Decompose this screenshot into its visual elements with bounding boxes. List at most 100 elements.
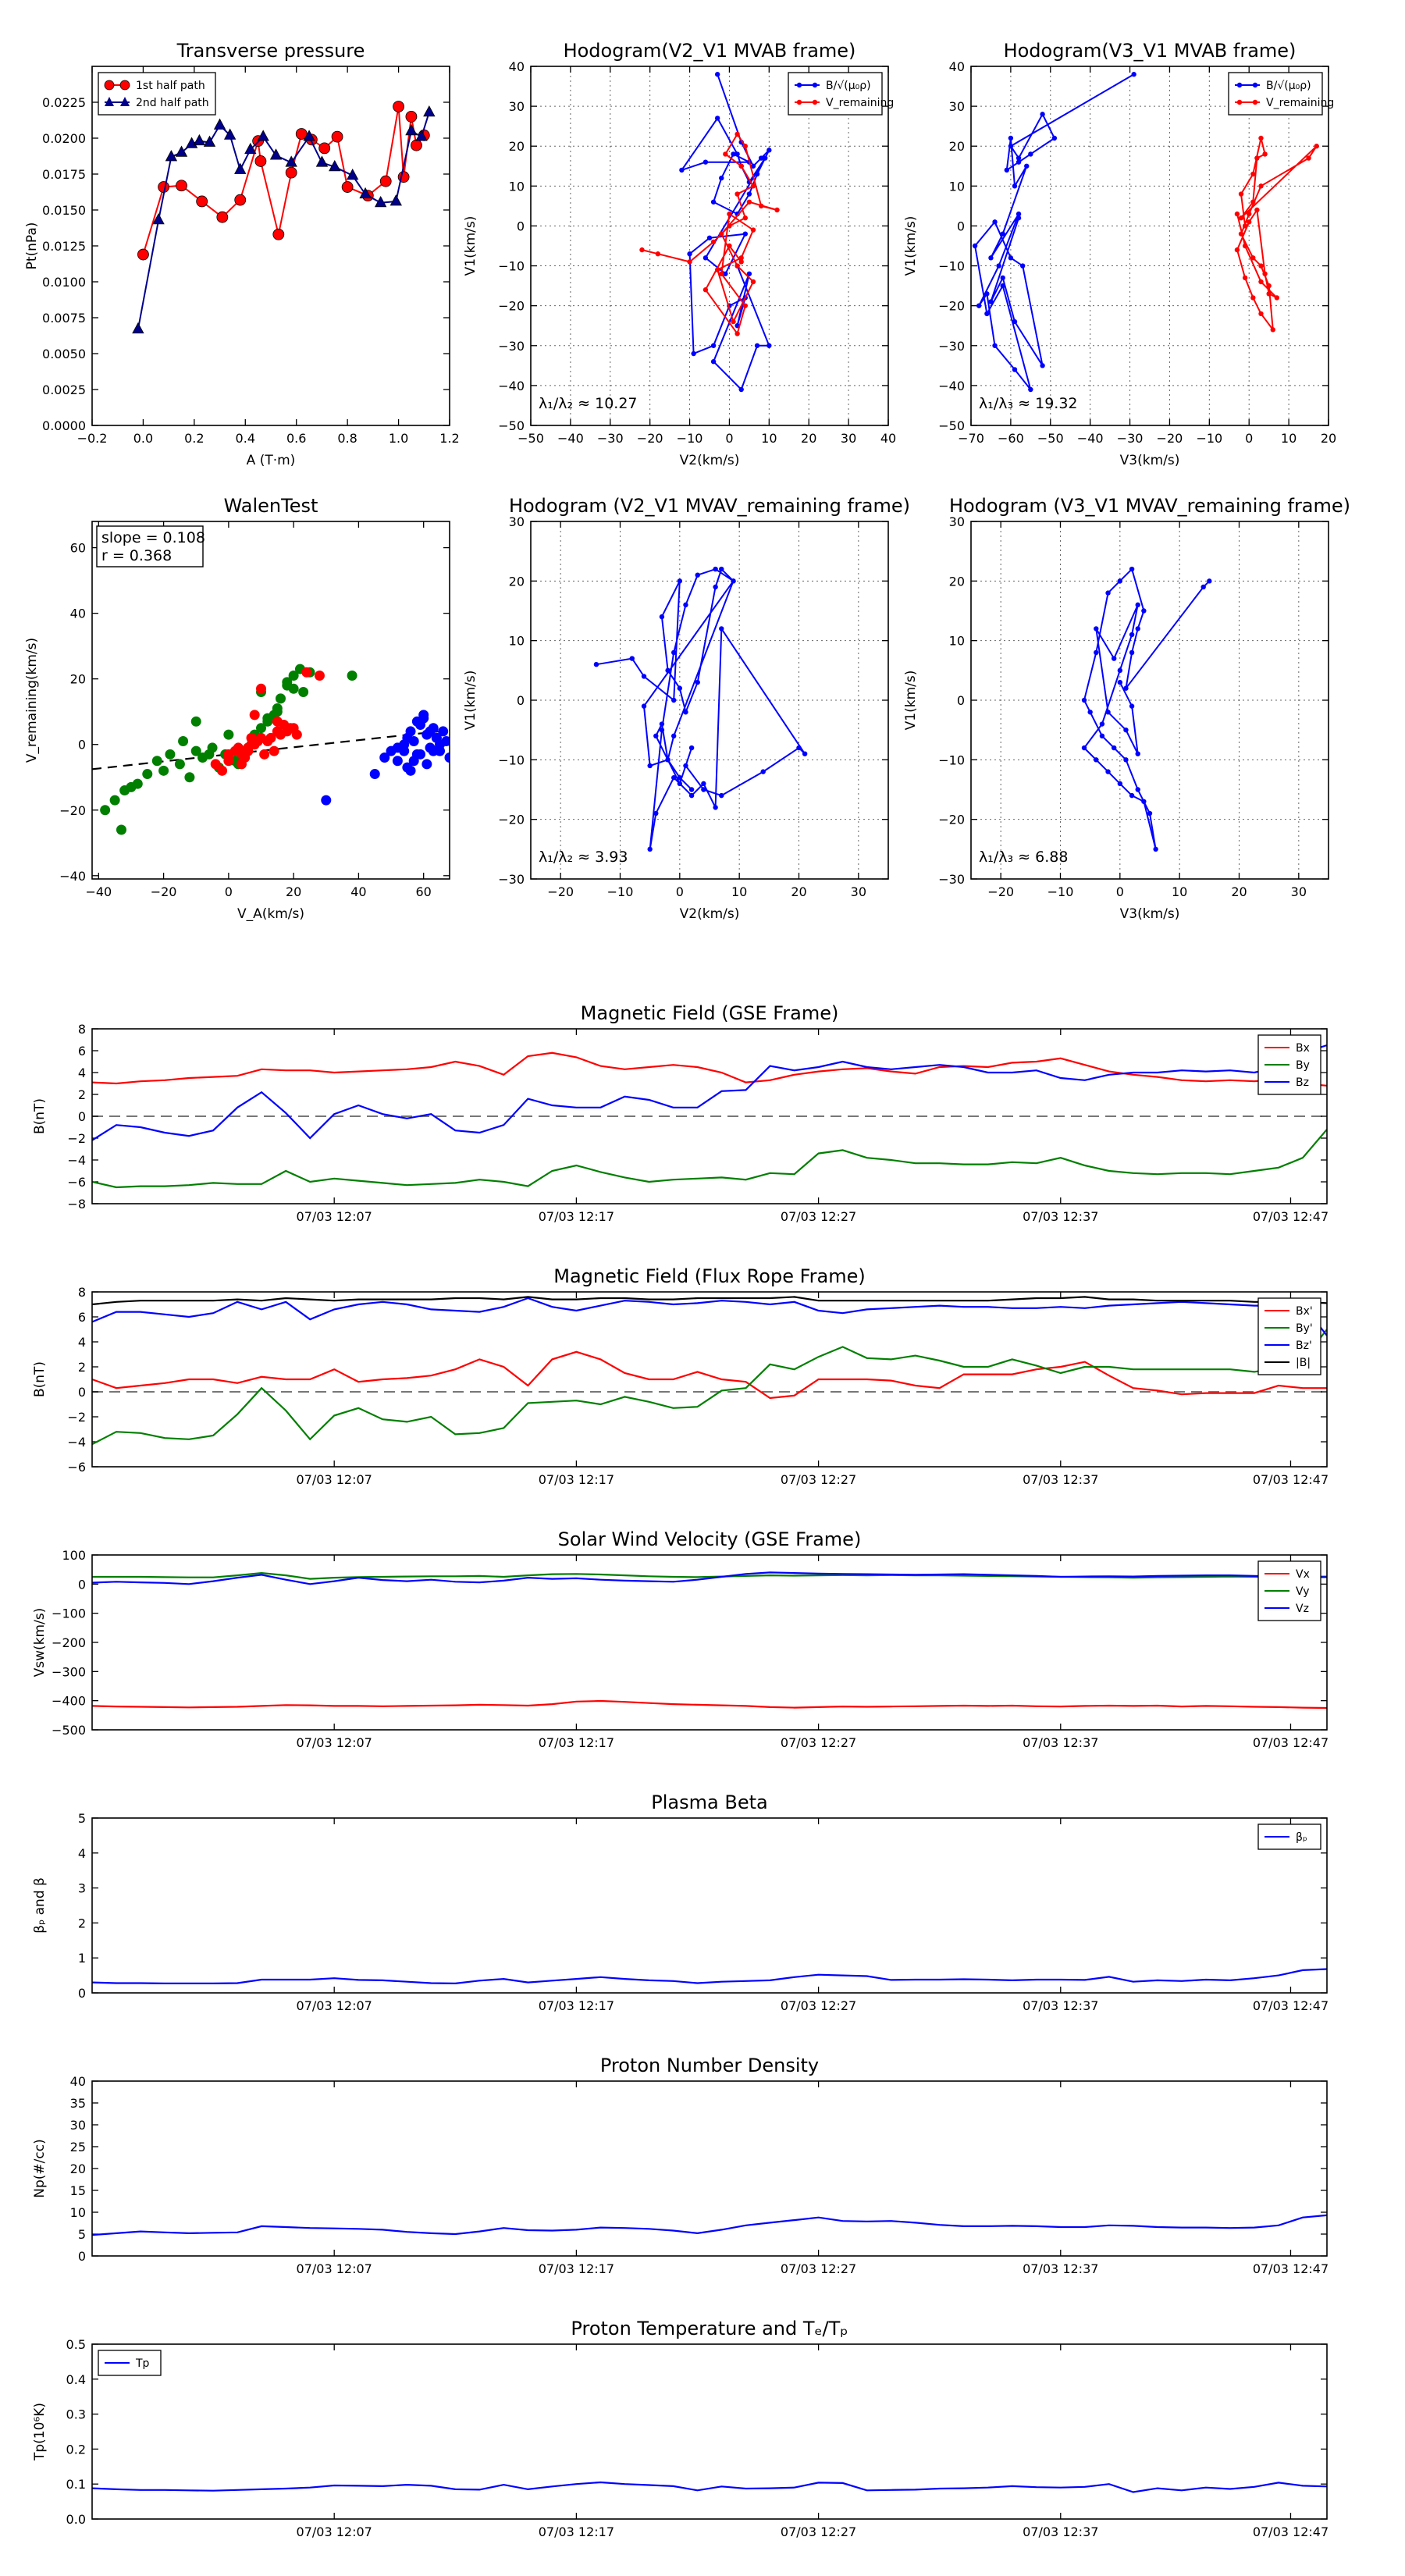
y-tick-label: 20	[70, 2161, 86, 2176]
legend-label: V_remaining	[1266, 97, 1334, 109]
y-tick-label: 4	[78, 1066, 86, 1080]
x-tick-label: 40	[350, 884, 366, 899]
x-tick-label: −60	[998, 431, 1024, 446]
data-layer	[92, 1044, 1327, 1189]
x-axis-label: A (T·m)	[247, 453, 296, 468]
data-point	[671, 697, 677, 703]
data-point	[659, 614, 665, 620]
data-layer	[132, 101, 436, 334]
x-tick-label: 07/03 12:37	[1023, 1209, 1098, 1224]
x-tick-label: 07/03 12:47	[1253, 1209, 1329, 1224]
y-tick-label: −8	[67, 1197, 86, 1212]
x-tick-label: 07/03 12:27	[781, 1735, 856, 1750]
legend-marker	[1236, 82, 1243, 88]
data-point	[714, 116, 720, 121]
data-point	[1141, 608, 1147, 614]
series-line-0	[974, 73, 1135, 390]
data-point	[405, 726, 416, 737]
plot-frame	[530, 66, 889, 426]
data-point	[415, 130, 428, 141]
data-point	[727, 243, 732, 249]
data-point	[1105, 710, 1111, 715]
x-tick-label: 0.6	[286, 431, 306, 446]
data-point	[758, 155, 764, 161]
data-point	[1105, 590, 1111, 596]
data-point	[1105, 769, 1111, 774]
data-point	[204, 749, 215, 760]
data-point	[702, 287, 709, 293]
data-point	[750, 227, 756, 233]
chart-solar-wind-velocity: Solar Wind Velocity (GSE Frame) 07/03 12:…	[32, 1528, 1329, 1750]
data-point	[735, 263, 740, 269]
x-tick-label: 07/03 12:37	[1023, 1998, 1098, 2013]
chart-magnetic-field-flux-rope: Magnetic Field (Flux Rope Frame) 07/03 12…	[32, 1265, 1329, 1487]
data-point	[710, 343, 717, 348]
series-line-1	[92, 1129, 1327, 1189]
legend-label: Vz	[1296, 1603, 1309, 1615]
chart-proton-number-density: Proton Number Density 07/03 12:07 07/03 12…	[32, 2055, 1329, 2276]
y-tick-label: 2	[78, 1360, 86, 1375]
data-point	[683, 710, 688, 715]
chart-title: Solar Wind Velocity (GSE Frame)	[558, 1528, 862, 1550]
y-tick-label: 0.2	[66, 2442, 86, 2457]
series-line-0	[92, 1051, 1327, 1087]
data-point	[731, 578, 736, 584]
x-tick-label: −10	[607, 884, 634, 899]
y-tick-label: −20	[498, 299, 525, 314]
x-axis-label: V2(km/s)	[680, 453, 740, 468]
y-axis-label: Pt(nPa)	[24, 222, 40, 270]
x-tick-label: 07/03 12:47	[1253, 2261, 1329, 2276]
x-tick-label: 40	[880, 431, 896, 446]
x-tick-label: 07/03 12:37	[1023, 2261, 1098, 2276]
data-point	[282, 677, 293, 688]
y-axis-label: V1(km/s)	[463, 216, 478, 276]
x-tick-label: 0.0	[133, 431, 153, 446]
y-tick-label: 0.5	[66, 2337, 86, 2352]
series-line-0	[92, 1968, 1327, 1985]
legend-marker	[120, 97, 130, 106]
y-tick-label: −6	[67, 1175, 86, 1190]
x-tick-label: −20	[637, 431, 663, 446]
y-tick-label: 35	[70, 2096, 86, 2111]
data-layer	[92, 2214, 1327, 2236]
data-point	[137, 248, 149, 261]
x-tick-label: −50	[518, 431, 544, 446]
data-point	[802, 751, 808, 756]
series-line-2	[92, 1297, 1327, 1336]
data-point	[1131, 72, 1136, 77]
data-point	[677, 578, 683, 584]
x-tick-label: 07/03 12:17	[539, 2524, 614, 2539]
y-tick-label: −2	[67, 1131, 86, 1146]
data-point	[234, 194, 247, 206]
data-point	[702, 159, 709, 165]
annotation-text: λ₁/λ₂ ≈ 3.93	[539, 849, 628, 866]
data-point	[321, 795, 332, 806]
data-point	[988, 255, 994, 261]
y-tick-label: −50	[498, 418, 525, 433]
y-tick-label: −10	[938, 753, 965, 767]
x-tick-label: 60	[416, 884, 432, 899]
chart-walen-test: WalenTest −40 −20 0 20 40 60 −40 −20 0 20 40 60 V_A(k…	[24, 495, 450, 922]
data-point	[1153, 846, 1158, 852]
data-point	[1094, 649, 1099, 656]
x-tick-label: −40	[557, 431, 584, 446]
legend: B/√(μ₀ρ) V_remaining	[1228, 72, 1334, 116]
y-tick-label: 40	[509, 59, 525, 74]
data-point	[758, 203, 764, 209]
data-point	[408, 756, 419, 767]
data-layer	[1081, 566, 1212, 852]
y-tick-label: 100	[62, 1548, 86, 1563]
data-point	[750, 183, 756, 189]
legend: B/√(μ₀ρ) V_remaining	[788, 72, 894, 116]
data-point	[109, 795, 120, 806]
data-point	[1234, 211, 1240, 217]
data-point	[158, 181, 170, 193]
data-point	[723, 271, 728, 276]
data-point	[217, 765, 228, 776]
data-point	[422, 759, 432, 770]
data-point	[1117, 578, 1123, 584]
data-point	[1135, 751, 1140, 756]
y-tick-label: 1	[78, 1951, 86, 1966]
data-point	[196, 195, 208, 208]
y-tick-label: 40	[70, 2074, 86, 2089]
